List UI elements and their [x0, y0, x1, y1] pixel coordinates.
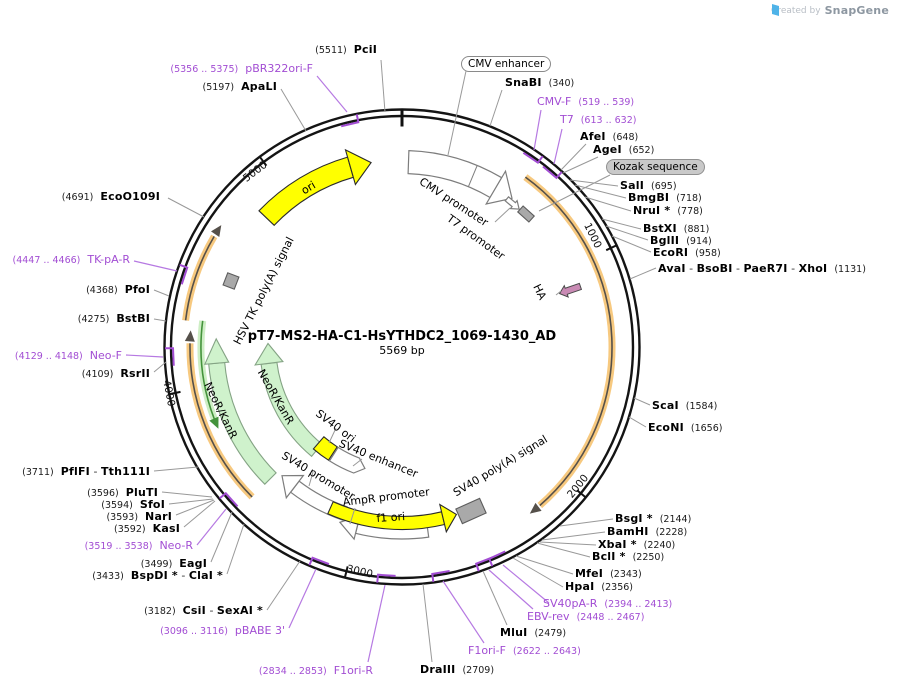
site-label-EcoO109I[interactable]: (4691) EcoO109I — [61, 190, 160, 203]
feature-label-f1-ori[interactable]: f1 ori — [376, 509, 406, 525]
site-label-NruI[interactable]: NruI * (778) — [633, 204, 703, 217]
site-label-KasI[interactable]: (3592) KasI — [114, 522, 180, 535]
created-by-text: Created by — [771, 5, 821, 16]
primer-label-pBR322oriF[interactable]: (5356 .. 5375) pBR322ori-F — [170, 62, 313, 75]
f1-ori-arrow[interactable] — [327, 501, 458, 534]
orf-arc-insert[interactable] — [523, 174, 616, 517]
site-label-MfeI[interactable]: MfeI (2343) — [575, 567, 642, 580]
orf-arc-left-upper[interactable] — [182, 222, 226, 321]
site-label-BglII[interactable]: BglII (914) — [650, 234, 712, 247]
primer-mark-F1oriR[interactable] — [376, 573, 396, 583]
boxed-label-kozak-sequence[interactable]: Kozak sequence — [606, 159, 705, 175]
orf-arc-reverse-green[interactable] — [197, 320, 223, 431]
site-label-MluI[interactable]: MluI (2479) — [500, 626, 567, 639]
site-label-PciI[interactable]: (5511) PciI — [315, 43, 377, 56]
feature-connector-lines — [308, 70, 611, 525]
site-label-RsrII[interactable]: (4109) RsrII — [81, 367, 150, 380]
site-label-PluTI[interactable]: (3596) PluTI — [87, 486, 158, 499]
ha-tag-arrow[interactable] — [558, 281, 583, 300]
primer-mark-NeoR[interactable] — [219, 491, 239, 508]
site-label-BstBI[interactable]: (4275) BstBI — [77, 312, 150, 325]
ori-arrow[interactable] — [258, 148, 372, 227]
boxed-label-cmv-enhancer[interactable]: CMV enhancer — [461, 56, 552, 72]
neor-kanr-arrow-outer[interactable] — [203, 337, 277, 485]
primer-mark-CMVF[interactable] — [522, 151, 544, 165]
site-label-EcoNI[interactable]: EcoNI (1656) — [648, 421, 723, 434]
site-label-AvaI[interactable]: AvaI - BsoBI - PaeR7I - XhoI (1131) — [658, 262, 866, 275]
site-label-PfoI[interactable]: (4368) PfoI — [86, 283, 150, 296]
snapgene-logo-icon — [772, 4, 780, 16]
t7-promoter-arrow[interactable] — [504, 195, 523, 213]
neor-kanr-arrow-inner[interactable] — [254, 342, 323, 458]
site-label-BsgI[interactable]: BsgI * (2144) — [615, 512, 692, 525]
primer-label-SV40pAR[interactable]: SV40pA-R (2394 .. 2413) — [543, 597, 673, 610]
site-label-BmgBI[interactable]: BmgBI (718) — [628, 191, 702, 204]
primer-label-NeoF[interactable]: (4129 .. 4148) Neo-F — [14, 349, 122, 362]
primer-label-NeoR[interactable]: (3519 .. 3538) Neo-R — [84, 539, 193, 552]
kozak-marker[interactable] — [516, 205, 536, 223]
primer-mark-F1oriF[interactable] — [431, 570, 450, 583]
snapgene-brand-text: SnapGene — [824, 4, 889, 17]
primer-mark-SV40pAR[interactable] — [487, 550, 506, 567]
primer-label-F1oriF[interactable]: F1ori-F (2622 .. 2643) — [468, 644, 581, 657]
snapgene-credit: Created by SnapGene — [771, 4, 889, 17]
plasmid-size: 5569 bp — [379, 344, 425, 357]
plasmid-backbone-ring — [163, 108, 641, 586]
site-label-AfeI[interactable]: AfeI (648) — [580, 130, 639, 143]
site-label-XbaI[interactable]: XbaI * (2240) — [598, 538, 676, 551]
primer-mark-TKpAR[interactable] — [179, 263, 189, 285]
site-label-EagI[interactable]: (3499) EagI — [140, 557, 207, 570]
site-label-ApaLI[interactable]: (5197) ApaLI — [202, 80, 277, 93]
site-label-PflFI[interactable]: (3711) PflFI - Tth111I — [22, 465, 150, 478]
primer-label-EBVrev[interactable]: EBV-rev (2448 .. 2467) — [527, 610, 645, 623]
site-label-SnaBI[interactable]: SnaBI (340) — [505, 76, 575, 89]
primer-mark-pBR322oriF[interactable] — [340, 114, 360, 128]
site-label-CsiI[interactable]: (3182) CsiI - SexAI * — [144, 604, 263, 617]
primer-mark-T7[interactable] — [542, 165, 563, 180]
hsv-tk-polya-box[interactable] — [222, 272, 240, 290]
primer-label-T7[interactable]: T7 (613 .. 632) — [560, 113, 637, 126]
site-label-SalI[interactable]: SalI (695) — [620, 179, 677, 192]
cmv-promoter-arrow[interactable] — [407, 149, 513, 205]
primer-mark-pBABE3[interactable] — [308, 556, 330, 566]
callout-lines — [125, 59, 657, 663]
site-label-BspDI[interactable]: (3433) BspDI * - ClaI * — [92, 569, 223, 582]
primer-label-TKpAR[interactable]: (4447 .. 4466) TK-pA-R — [12, 253, 130, 266]
site-label-AgeI[interactable]: AgeI (652) — [593, 143, 655, 156]
plasmid-name: pT7-MS2-HA-C1-HsYTHDC2_1069-1430_AD — [247, 329, 557, 344]
sv40-ori-box[interactable] — [312, 436, 338, 461]
primer-mark-NeoF[interactable] — [164, 347, 175, 366]
site-label-EcoRI[interactable]: EcoRI (958) — [653, 246, 721, 259]
primer-label-F1oriR[interactable]: (2834 .. 2853) F1ori-R — [258, 664, 373, 677]
site-label-HpaI[interactable]: HpaI (2356) — [565, 580, 633, 593]
sv40-polya-box[interactable] — [455, 497, 487, 525]
site-label-BclI[interactable]: BclI * (2250) — [592, 550, 665, 563]
primer-mark-EBVrev[interactable] — [474, 556, 493, 572]
primer-label-CMVF[interactable]: CMV-F (519 .. 539) — [537, 95, 635, 108]
site-label-DraIII[interactable]: DraIII (2709) — [420, 663, 495, 676]
sv40-enhancer-band[interactable] — [328, 446, 366, 474]
site-label-SfoI[interactable]: (3594) SfoI — [101, 498, 165, 511]
primer-label-pBABE3[interactable]: (3096 .. 3116) pBABE 3' — [160, 624, 285, 637]
site-label-NarI[interactable]: (3593) NarI — [106, 510, 172, 523]
site-label-BstXI[interactable]: BstXI (881) — [643, 222, 710, 235]
site-label-ScaI[interactable]: ScaI (1584) — [652, 399, 718, 412]
orf-arc-left-lower[interactable] — [184, 330, 255, 500]
site-label-BamHI[interactable]: BamHI (2228) — [607, 525, 688, 538]
